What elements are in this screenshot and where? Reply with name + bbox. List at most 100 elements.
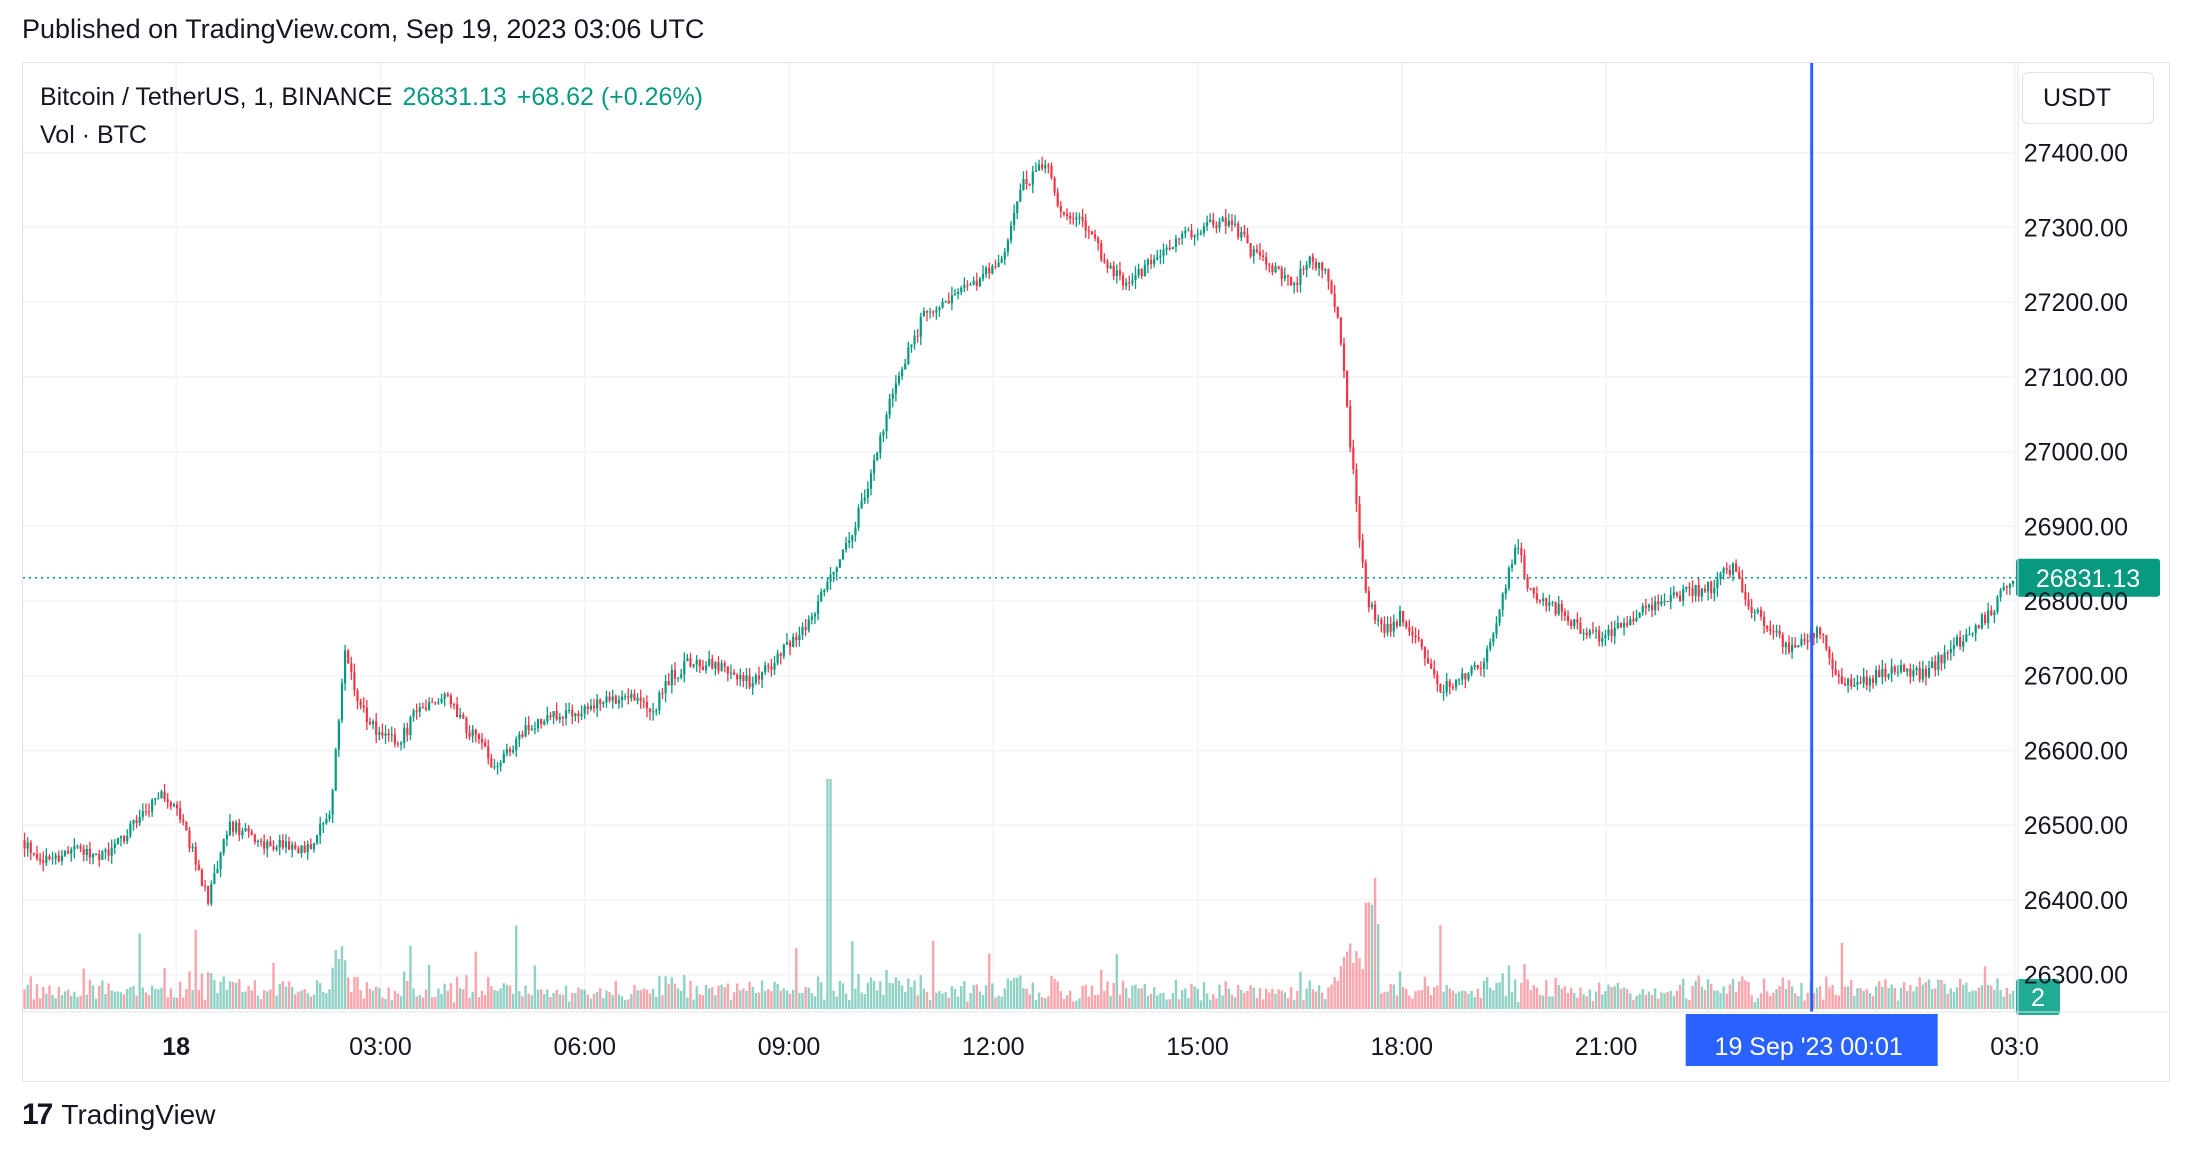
volume-bar <box>1417 990 1420 1009</box>
candle-body <box>1943 652 1946 664</box>
volume-bar <box>1476 988 1479 1009</box>
volume-bar <box>45 993 48 1009</box>
volume-bar <box>1009 980 1013 1009</box>
volume-bar <box>1915 986 1918 1009</box>
candle-body <box>1398 611 1402 627</box>
volume-bars <box>23 779 2015 1009</box>
volume-bar <box>1280 990 1283 1009</box>
candle-body <box>421 707 424 709</box>
candle-body <box>1041 164 1044 169</box>
candle-body <box>564 710 568 719</box>
candle-body <box>770 666 773 670</box>
candle-body <box>70 849 73 854</box>
volume-bar <box>1047 996 1050 1009</box>
volume-bar <box>1314 991 1318 1009</box>
volume-bar <box>925 991 929 1009</box>
volume-bar <box>1629 993 1632 1009</box>
chart-frame[interactable] <box>22 62 2170 1082</box>
candle-body <box>1903 664 1906 672</box>
volume-bar <box>1560 988 1564 1009</box>
candle-body <box>1946 652 1949 654</box>
volume-bar <box>1822 999 1825 1009</box>
volume-bar <box>714 995 717 1009</box>
candle-body <box>1517 547 1520 549</box>
volume-bar <box>1535 987 1539 1009</box>
volume-bar <box>1716 990 1719 1009</box>
brand-name[interactable]: TradingView <box>61 1099 216 1130</box>
volume-bar <box>1625 989 1629 1009</box>
volume-bar <box>798 992 801 1009</box>
candle-body <box>1601 638 1604 642</box>
volume-bar <box>1106 981 1109 1009</box>
volume-bar <box>1461 990 1464 1009</box>
volume-bar <box>1485 977 1489 1009</box>
volume-bar <box>1445 984 1448 1009</box>
candle-body <box>1146 259 1150 265</box>
candle-body <box>1162 249 1165 256</box>
volume-bar <box>1647 991 1651 1009</box>
candle-body <box>228 821 232 835</box>
symbol-title[interactable]: Bitcoin / TetherUS, 1, BINANCE <box>40 83 393 111</box>
volume-bar <box>689 980 692 1009</box>
candle-body <box>1741 578 1744 592</box>
volume-bar <box>138 933 141 1009</box>
candle-body <box>418 707 421 712</box>
candle-body <box>1744 591 1747 600</box>
volume-legend[interactable]: Vol · BTC <box>40 121 147 149</box>
volume-bar <box>1037 992 1041 1009</box>
candle-body <box>901 369 904 376</box>
volume-bar <box>113 991 117 1009</box>
candle-body <box>624 696 627 698</box>
volume-bar <box>318 983 322 1009</box>
volume-bar <box>1510 992 1514 1009</box>
candle-body <box>110 847 113 856</box>
volume-bar <box>561 995 565 1009</box>
volume-bar <box>1405 988 1408 1009</box>
volume-bar <box>539 989 543 1009</box>
volume-bar <box>1772 992 1775 1009</box>
candle-body <box>935 309 938 313</box>
candle-body <box>275 847 278 850</box>
candle-body <box>1218 221 1221 228</box>
volume-bar <box>1358 958 1361 1009</box>
candle-body <box>1069 215 1072 219</box>
candle-body <box>1927 667 1931 677</box>
candle-body <box>1523 555 1526 578</box>
currency-button[interactable]: USDT <box>2022 72 2154 124</box>
volume-bar <box>424 989 428 1009</box>
candle-body <box>1582 632 1585 634</box>
candle-body <box>785 641 789 645</box>
volume-bar <box>524 985 527 1009</box>
volume-bar <box>1719 993 1722 1009</box>
candle-body <box>832 572 835 575</box>
volume-bar <box>1467 993 1470 1009</box>
candle-body <box>480 739 484 743</box>
candle-body <box>1678 595 1682 601</box>
candle-body <box>1193 234 1196 238</box>
candle-body <box>1205 222 1209 227</box>
candle-body <box>950 295 953 304</box>
volume-bar <box>172 997 176 1009</box>
tradingview-logo-icon[interactable]: 17 <box>22 1098 53 1131</box>
volume-bar <box>213 979 216 1009</box>
candle-body <box>63 850 67 856</box>
candle-body <box>487 746 490 759</box>
volume-bar <box>60 995 64 1009</box>
time-tick-label: 03:0 <box>1990 1033 2039 1061</box>
volume-bar <box>73 991 76 1009</box>
volume-bar <box>2005 988 2009 1009</box>
volume-bar <box>620 996 624 1009</box>
volume-bar <box>614 980 618 1009</box>
volume-bar <box>1986 984 1990 1009</box>
candle-body <box>1890 666 1893 674</box>
volume-bar <box>381 997 384 1009</box>
volume-bar <box>941 993 944 1009</box>
volume-bar <box>471 991 474 1009</box>
candle-body <box>655 710 658 712</box>
volume-bar <box>1355 951 1358 1009</box>
candle-body <box>807 619 810 631</box>
candle-body <box>894 383 897 394</box>
volume-bar <box>1261 999 1265 1009</box>
candle-body <box>1632 619 1635 622</box>
